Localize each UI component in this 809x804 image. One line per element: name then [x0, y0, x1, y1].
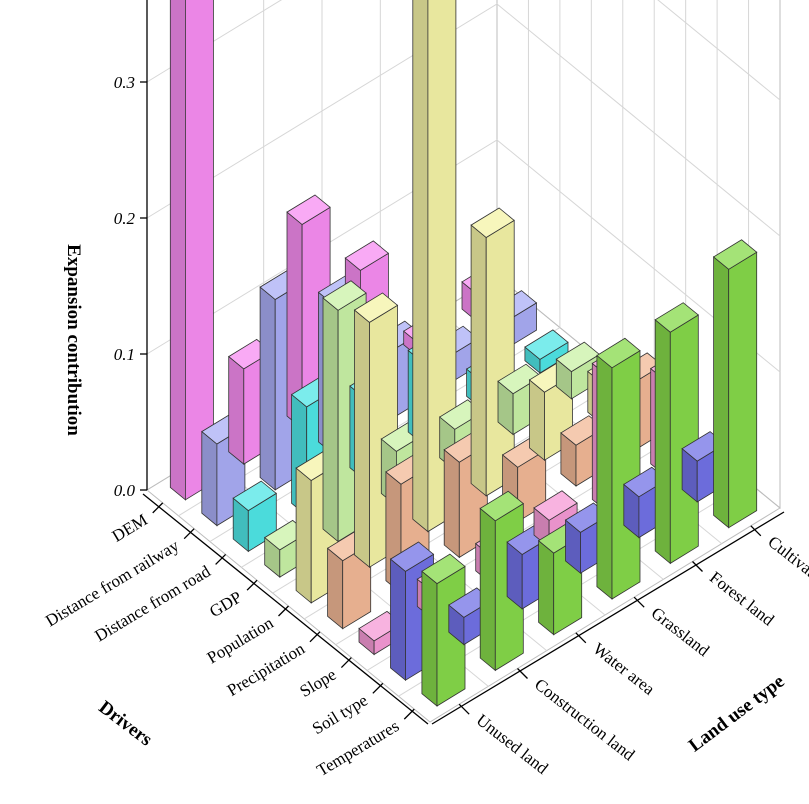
- y-tick-mark: [517, 668, 528, 679]
- y-tick-label: Cultivation land: [764, 532, 809, 615]
- y-tick-label: Forest land: [706, 568, 778, 630]
- bar-face-top: [322, 280, 367, 311]
- x-tick-mark: [309, 631, 321, 643]
- y-axis-line: [431, 511, 785, 725]
- x-tick-label: Slope: [296, 665, 339, 701]
- bar-face-left: [443, 448, 460, 559]
- bar-face-left: [479, 507, 496, 672]
- y-tick-mark: [750, 525, 762, 537]
- bar-face-top: [596, 337, 641, 369]
- z-tick-label: 0.3: [114, 73, 135, 92]
- x-tick-mark: [340, 657, 352, 669]
- bar-face-left: [327, 547, 344, 630]
- bar-face-top: [654, 302, 699, 333]
- wall-gridline: [146, 0, 781, 101]
- bar-face-left: [390, 558, 406, 682]
- bar: [524, 329, 569, 374]
- bar-face-top: [524, 329, 569, 360]
- bar-face-left: [295, 467, 312, 604]
- bar-face-right: [669, 314, 699, 565]
- y-axis-title: Land use type: [685, 671, 789, 756]
- y-tick-mark: [458, 703, 470, 715]
- bar-face-left: [322, 297, 339, 543]
- bar-face-right: [184, 0, 214, 501]
- bar-face-top: [232, 480, 277, 512]
- bar: [412, 0, 457, 533]
- x-tick-mark: [183, 528, 195, 540]
- y-tick-label: Unused land: [473, 710, 552, 778]
- y-tick-mark: [575, 632, 587, 644]
- y-tick-mark: [633, 596, 645, 608]
- bar-face-left: [354, 309, 370, 569]
- bar-face-left: [201, 430, 218, 527]
- z-tick-label: 0.0: [114, 481, 136, 500]
- wall-gridline: [146, 139, 781, 373]
- bar-face-left: [713, 256, 730, 529]
- x-tick-mark: [278, 605, 289, 617]
- y-tick-label: Water area: [589, 639, 658, 699]
- bar-face-left: [421, 570, 438, 707]
- z-tick-label: 0.2: [114, 209, 136, 228]
- bar-face-left: [470, 224, 487, 497]
- x-tick-mark: [152, 502, 164, 514]
- bar: [596, 337, 641, 600]
- bar-face-left: [228, 355, 245, 465]
- bar-face-top: [421, 553, 466, 585]
- bar-face-top: [286, 194, 331, 225]
- bar-face-top: [712, 239, 758, 270]
- bar: [169, 0, 214, 501]
- z-axis-title: Expansion contribution: [63, 244, 84, 436]
- bar: [389, 541, 435, 682]
- x-tick-mark: [372, 682, 384, 694]
- x-tick-label: DEM: [109, 510, 151, 546]
- bar: [654, 302, 699, 565]
- bar-face-left: [538, 539, 555, 636]
- bar: [712, 239, 758, 529]
- bars: [169, 0, 758, 707]
- x-tick-label: GDP: [206, 587, 245, 621]
- y-tick-label: Construction land: [531, 675, 639, 765]
- x-tick-mark: [246, 579, 258, 591]
- bar-face-right: [728, 251, 758, 529]
- y-tick-label: Grassland: [648, 603, 714, 660]
- wall-gridline: [146, 3, 781, 237]
- bar-face-left: [529, 379, 545, 462]
- bar-face-left: [259, 286, 276, 491]
- bar-face-top: [353, 292, 399, 323]
- bar-face-top: [470, 207, 515, 238]
- y-tick-mark: [692, 561, 703, 572]
- bar-face-left: [654, 318, 671, 565]
- x-tick-label: Soil type: [309, 690, 371, 738]
- bar-face-right: [611, 349, 641, 600]
- x-tick-mark: [215, 553, 227, 565]
- bar-face-left: [169, 0, 186, 501]
- z-tick-label: 0.1: [114, 345, 135, 364]
- bar-face-left: [412, 0, 429, 533]
- bar-face-top: [389, 541, 435, 572]
- bar-face-left: [596, 354, 613, 600]
- x-axis-title: Drivers: [95, 697, 157, 751]
- bar-face-top: [533, 490, 578, 521]
- bar-face-top: [344, 240, 390, 271]
- x-tick-mark: [403, 708, 415, 720]
- bar-face-top: [479, 490, 524, 522]
